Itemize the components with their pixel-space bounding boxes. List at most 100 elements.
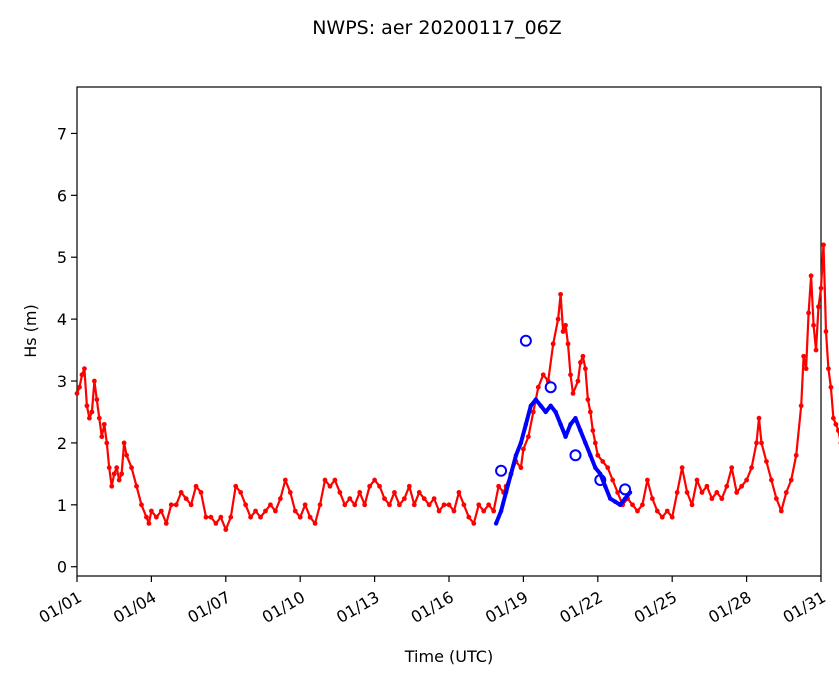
series-0-point-136 <box>654 508 660 514</box>
series-1-point-0 <box>493 521 499 526</box>
series-0-point-171 <box>811 322 816 328</box>
series-0-point-31 <box>173 502 179 508</box>
series-0-point-96 <box>496 483 501 489</box>
series-0-point-151 <box>729 465 735 471</box>
series-0-point-93 <box>481 508 487 514</box>
series-0-point-91 <box>471 520 477 526</box>
series-0-point-52 <box>277 496 283 502</box>
series-0-point-86 <box>446 502 452 508</box>
series-1-point-26 <box>622 496 628 501</box>
series-0-point-8 <box>94 397 100 402</box>
series-0-point-73 <box>382 496 387 502</box>
series-0-point-115 <box>570 390 576 396</box>
series-0-point-138 <box>664 508 670 514</box>
series-0-point-101 <box>518 465 524 471</box>
series-0-point-109 <box>555 316 561 322</box>
series-0-point-85 <box>441 502 447 508</box>
series-0-point-118 <box>580 353 586 359</box>
series-0-point-49 <box>263 508 268 514</box>
series-0-point-148 <box>714 490 720 495</box>
series-0-point-77 <box>401 496 407 502</box>
series-1-point-24 <box>612 499 618 504</box>
series-0-point-133 <box>640 502 645 508</box>
series-0-point-143 <box>689 502 695 508</box>
series-1-point-10 <box>543 409 548 415</box>
series-0-point-174 <box>818 285 824 291</box>
y-tick-label-3: 3 <box>57 372 67 391</box>
series-0-point-63 <box>332 477 338 483</box>
series-0-point-32 <box>178 490 184 495</box>
series-0-point-47 <box>253 508 258 514</box>
series-0-point-172 <box>813 347 819 353</box>
series-0-point-112 <box>563 322 568 328</box>
series-0-point-64 <box>337 490 343 495</box>
series-0-point-19 <box>121 440 127 446</box>
series-0-point-145 <box>699 490 705 495</box>
series-0-point-79 <box>411 502 417 508</box>
series-0-point-147 <box>709 496 715 502</box>
series-0-point-3 <box>82 366 87 372</box>
series-0-point-72 <box>377 483 382 489</box>
series-0-point-164 <box>788 477 794 483</box>
series-0-point-127 <box>610 477 616 483</box>
series-0-point-122 <box>590 428 596 433</box>
series-0-point-152 <box>734 490 740 495</box>
series-0-point-178 <box>828 384 834 390</box>
series-1-point-8 <box>533 397 538 402</box>
series-0-point-84 <box>436 508 442 514</box>
series-0-point-181 <box>835 428 839 433</box>
series-1-point-15 <box>568 422 573 427</box>
series-0-point-62 <box>327 483 333 489</box>
series-0-point-124 <box>595 452 601 458</box>
series-0-point-155 <box>749 465 754 471</box>
series-0-point-177 <box>826 366 831 372</box>
series-1-point-16 <box>573 415 578 421</box>
series-0-point-0 <box>74 390 80 396</box>
series-1-point-18 <box>583 440 588 446</box>
series-0-point-88 <box>456 490 462 495</box>
series-0-point-76 <box>397 502 402 508</box>
series-0-point-150 <box>724 483 730 489</box>
series-0-point-159 <box>764 459 769 464</box>
series-2 <box>495 334 632 496</box>
series-0-point-69 <box>362 502 368 508</box>
series-0-point-68 <box>357 490 363 495</box>
series-0-point-113 <box>565 341 571 347</box>
series-0-point-42 <box>228 514 234 520</box>
series-0-point-4 <box>84 403 90 409</box>
series-2-point-1 <box>519 334 532 347</box>
series-0-point-157 <box>756 415 762 421</box>
series-1-point-13 <box>558 422 563 427</box>
series-1-point-5 <box>518 440 524 446</box>
series-0-point-75 <box>392 490 397 495</box>
series-0-point-9 <box>96 415 102 421</box>
series-0-point-70 <box>367 483 373 489</box>
x-tick-label-5: 01/16 <box>408 587 457 627</box>
series-0-point-141 <box>679 465 685 471</box>
series-0-point-44 <box>238 490 244 495</box>
series-0-point-1 <box>77 384 82 390</box>
x-tick-label-7: 01/22 <box>556 587 605 627</box>
series-0-point-153 <box>739 483 745 489</box>
series-0-point-66 <box>347 496 353 502</box>
series-0-point-132 <box>635 508 640 514</box>
series-0-point-2 <box>79 372 85 378</box>
series-0-point-37 <box>203 514 209 520</box>
series-1-point-4 <box>513 453 519 458</box>
series-0-point-119 <box>583 366 588 372</box>
x-axis-label: Time (UTC) <box>404 647 493 666</box>
series-0-point-78 <box>406 483 412 489</box>
series-1-point-14 <box>563 434 568 439</box>
series-0-point-114 <box>568 372 573 378</box>
series-0-point-33 <box>183 496 189 502</box>
series-0-point-59 <box>312 520 318 526</box>
series-group <box>74 242 839 532</box>
series-0-point-13 <box>106 465 112 471</box>
series-0-point-17 <box>116 477 122 483</box>
series-0-point-108 <box>550 341 556 347</box>
series-0-point-65 <box>342 502 348 508</box>
series-0-point-21 <box>129 465 134 471</box>
series-0-point-35 <box>193 483 199 489</box>
series-0-point-29 <box>163 520 169 526</box>
series-0-point-11 <box>101 421 107 427</box>
